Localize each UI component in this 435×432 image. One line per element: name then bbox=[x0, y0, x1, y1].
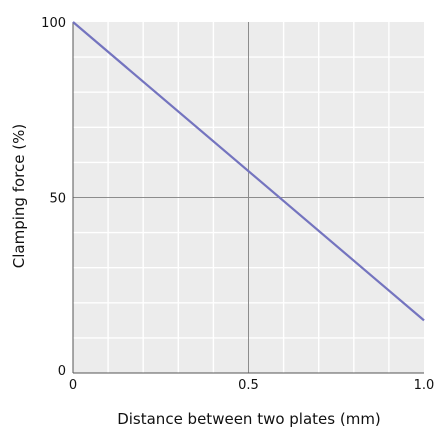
x-axis-label: Distance between two plates (mm) bbox=[117, 410, 381, 428]
x-tick-label: 1.0 bbox=[414, 378, 435, 393]
series-group bbox=[72, 21, 425, 322]
series-line-0 bbox=[72, 21, 425, 322]
y-axis-label: Clamping force (%) bbox=[10, 124, 28, 268]
x-tick-label: 0 bbox=[69, 378, 77, 393]
grid-major bbox=[73, 22, 424, 373]
y-tick-label: 50 bbox=[49, 192, 66, 207]
x-tick-label: 0.5 bbox=[238, 378, 259, 393]
y-tick-label: 100 bbox=[41, 16, 66, 31]
axes bbox=[72, 22, 424, 374]
tick-labels: 0 0.5 1.0 0 50 100 bbox=[41, 16, 434, 393]
y-tick-label: 0 bbox=[58, 364, 66, 379]
